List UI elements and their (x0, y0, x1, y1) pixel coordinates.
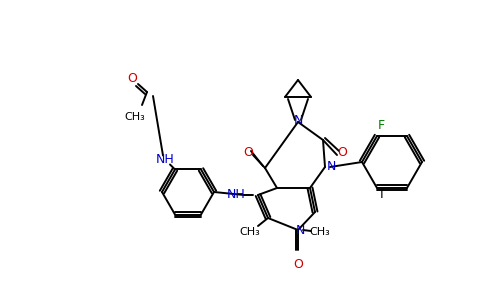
Text: N: N (326, 160, 336, 173)
Text: NH: NH (156, 153, 174, 166)
Text: NH: NH (227, 188, 245, 202)
Text: CH₃: CH₃ (310, 227, 331, 237)
Text: O: O (293, 259, 303, 272)
Text: F: F (378, 118, 385, 131)
Text: CH₃: CH₃ (124, 112, 145, 122)
Text: N: N (293, 113, 302, 127)
Text: O: O (243, 146, 253, 158)
Text: CH₃: CH₃ (240, 227, 260, 237)
Text: N: N (295, 224, 305, 236)
Text: O: O (337, 146, 347, 158)
Text: I: I (380, 188, 384, 202)
Text: O: O (127, 73, 137, 85)
